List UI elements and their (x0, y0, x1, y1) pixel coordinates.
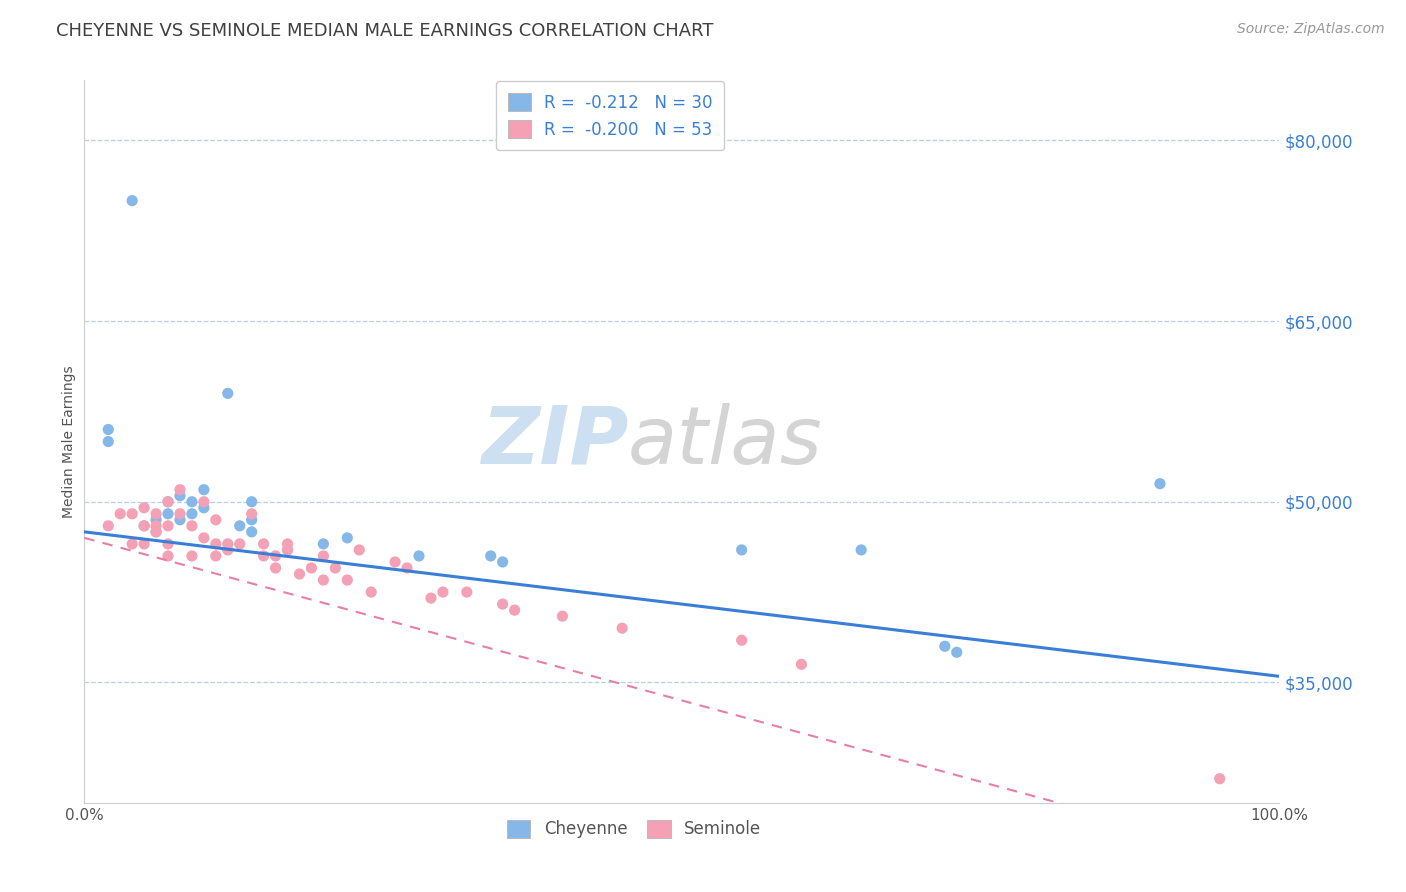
Point (312, 537, 335, 551)
Point (145, 513, 167, 527)
Point (157, 494, 180, 508)
Point (193, 500, 215, 515)
Point (240, 524, 263, 539)
Point (193, 494, 215, 508)
Point (396, 561, 419, 575)
Point (1209, 772, 1232, 786)
Point (157, 507, 180, 521)
Point (312, 549, 335, 563)
Point (121, 507, 143, 521)
Point (229, 537, 252, 551)
Point (456, 585, 478, 599)
Point (790, 657, 813, 672)
Point (420, 591, 443, 605)
Point (432, 585, 454, 599)
Point (132, 519, 156, 533)
Text: ZIP: ZIP (481, 402, 628, 481)
Point (132, 500, 156, 515)
Point (934, 639, 956, 653)
Point (277, 537, 299, 551)
Text: Source: ZipAtlas.com: Source: ZipAtlas.com (1237, 22, 1385, 37)
Point (121, 537, 143, 551)
Legend: Cheyenne, Seminole: Cheyenne, Seminole (501, 813, 768, 845)
Point (181, 519, 204, 533)
Point (145, 507, 167, 521)
Point (360, 585, 382, 599)
Point (731, 633, 754, 648)
Point (479, 549, 502, 563)
Point (349, 542, 371, 557)
Point (492, 597, 515, 611)
Point (277, 542, 299, 557)
Point (157, 494, 180, 508)
Point (408, 549, 430, 563)
Point (157, 549, 180, 563)
Point (325, 561, 347, 575)
Point (240, 513, 263, 527)
Point (384, 555, 406, 569)
Point (145, 524, 167, 539)
Point (312, 573, 335, 587)
Point (264, 561, 287, 575)
Point (97, 423, 120, 437)
Point (492, 555, 515, 569)
Point (132, 519, 156, 533)
Point (157, 519, 180, 533)
Point (612, 621, 634, 635)
Point (169, 483, 191, 497)
Point (205, 537, 228, 551)
Point (301, 561, 323, 575)
Point (169, 489, 191, 503)
Point (551, 609, 574, 624)
Point (145, 524, 167, 539)
Point (205, 549, 228, 563)
Text: atlas: atlas (628, 402, 823, 481)
Point (181, 494, 204, 508)
Point (851, 542, 873, 557)
Point (169, 513, 191, 527)
Point (110, 507, 132, 521)
Point (217, 537, 239, 551)
Point (229, 519, 252, 533)
Point (336, 531, 359, 545)
Point (240, 494, 263, 508)
Point (264, 549, 287, 563)
Point (145, 519, 167, 533)
Point (181, 549, 204, 563)
Point (217, 386, 239, 401)
Point (253, 537, 276, 551)
Point (132, 537, 156, 551)
Point (731, 542, 754, 557)
Point (240, 507, 263, 521)
Point (97, 434, 120, 449)
Point (181, 507, 204, 521)
Point (946, 645, 969, 659)
Point (121, 194, 143, 208)
Point (277, 542, 299, 557)
Point (157, 537, 180, 551)
Text: CHEYENNE VS SEMINOLE MEDIAN MALE EARNINGS CORRELATION CHART: CHEYENNE VS SEMINOLE MEDIAN MALE EARNING… (56, 22, 714, 40)
Point (193, 483, 215, 497)
Y-axis label: Median Male Earnings: Median Male Earnings (62, 365, 76, 518)
Point (205, 513, 228, 527)
Point (193, 531, 215, 545)
Point (336, 573, 359, 587)
Point (217, 542, 239, 557)
Point (1149, 476, 1171, 491)
Point (288, 567, 311, 582)
Point (169, 507, 191, 521)
Point (97, 519, 120, 533)
Point (253, 549, 276, 563)
Point (503, 603, 526, 617)
